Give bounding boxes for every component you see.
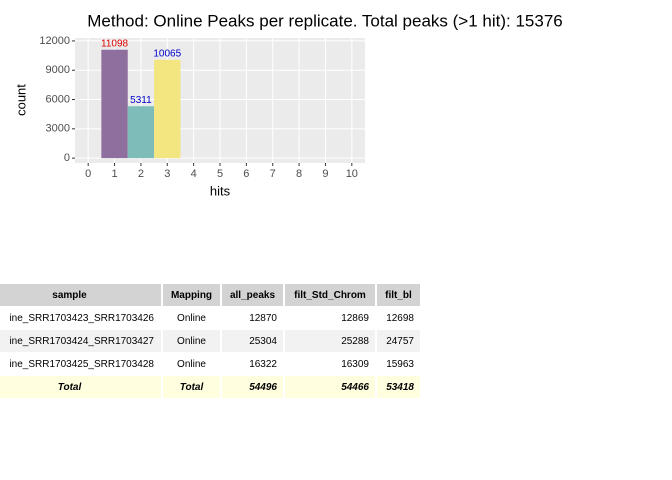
y-axis-label: count bbox=[13, 84, 28, 116]
x-tick-label: 9 bbox=[322, 168, 328, 180]
bar bbox=[101, 49, 128, 159]
x-tick-label: 4 bbox=[191, 168, 197, 180]
column-header: filt_Std_Chrom bbox=[285, 284, 375, 306]
table-cell: ine_SRR1703425_SRR1703428 bbox=[9, 358, 154, 370]
y-tick-label: 0 bbox=[64, 152, 70, 164]
table-cell: 12869 bbox=[341, 312, 369, 324]
x-tick-label: 3 bbox=[164, 168, 170, 180]
table-cell: 53418 bbox=[377, 376, 420, 398]
total-row: Total Total 54496 54466 53418 bbox=[0, 376, 420, 398]
x-tick-label: 7 bbox=[270, 168, 276, 180]
table-cell: 25304 bbox=[222, 330, 283, 352]
x-tick-label: 0 bbox=[85, 168, 91, 180]
bar bbox=[127, 106, 155, 159]
chart-title: Method: Online Peaks per replicate. Tota… bbox=[87, 11, 563, 30]
table-cell: 15963 bbox=[386, 358, 414, 370]
value-label: 10065 bbox=[153, 48, 181, 59]
x-tick-label: 6 bbox=[243, 168, 249, 180]
table-row: ine_SRR1703425_SRR1703428 Online 16322 1630… bbox=[0, 353, 420, 375]
table-cell: 24757 bbox=[377, 330, 420, 352]
table-row: ine_SRR1703423_SRR1703426 Online 12870 1286… bbox=[0, 307, 420, 329]
table-cell: 25288 bbox=[285, 330, 375, 352]
x-tick-label: 10 bbox=[346, 168, 358, 180]
x-tick-label: 5 bbox=[217, 168, 223, 180]
column-header: filt_bl bbox=[377, 284, 420, 306]
table-cell: 54496 bbox=[222, 376, 283, 398]
table-cell: Total bbox=[163, 376, 220, 398]
y-tick-label: 9000 bbox=[46, 64, 70, 76]
table-cell: Online bbox=[163, 330, 220, 352]
table-cell: ine_SRR1703424_SRR1703427 bbox=[0, 330, 161, 352]
bar bbox=[154, 59, 181, 159]
table-cell: Online bbox=[177, 312, 206, 324]
table-cell: 12698 bbox=[386, 312, 414, 324]
y-tick-label: 12000 bbox=[39, 35, 70, 47]
data-table: sample Mapping all_peaks filt_Std_Chrom filt… bbox=[0, 283, 422, 399]
column-header: Mapping bbox=[163, 284, 220, 306]
table-cell: 16309 bbox=[341, 358, 369, 370]
y-tick-label: 6000 bbox=[46, 93, 70, 105]
table-row: ine_SRR1703424_SRR1703427 Online 25304 2528… bbox=[0, 330, 420, 352]
value-label: 11098 bbox=[101, 38, 129, 49]
value-label: 5311 bbox=[130, 95, 152, 106]
x-tick-label: 8 bbox=[296, 168, 302, 180]
column-header: sample bbox=[0, 284, 161, 306]
table-cell: Total bbox=[0, 376, 161, 398]
column-header: all_peaks bbox=[222, 284, 283, 306]
x-tick-label: 2 bbox=[138, 168, 144, 180]
x-axis-label: hits bbox=[210, 183, 231, 198]
header-row: sample Mapping all_peaks filt_Std_Chrom filt… bbox=[0, 284, 420, 306]
table-cell: 16322 bbox=[249, 358, 277, 370]
y-tick-label: 3000 bbox=[46, 123, 70, 135]
x-tick-label: 1 bbox=[111, 168, 117, 180]
table-cell: Online bbox=[177, 358, 206, 370]
table-cell: 12870 bbox=[249, 312, 277, 324]
table-cell: ine_SRR1703423_SRR1703426 bbox=[9, 312, 154, 324]
chart: Method: Online Peaks per replicate. Tota… bbox=[13, 11, 563, 198]
table-cell: 54466 bbox=[285, 376, 375, 398]
